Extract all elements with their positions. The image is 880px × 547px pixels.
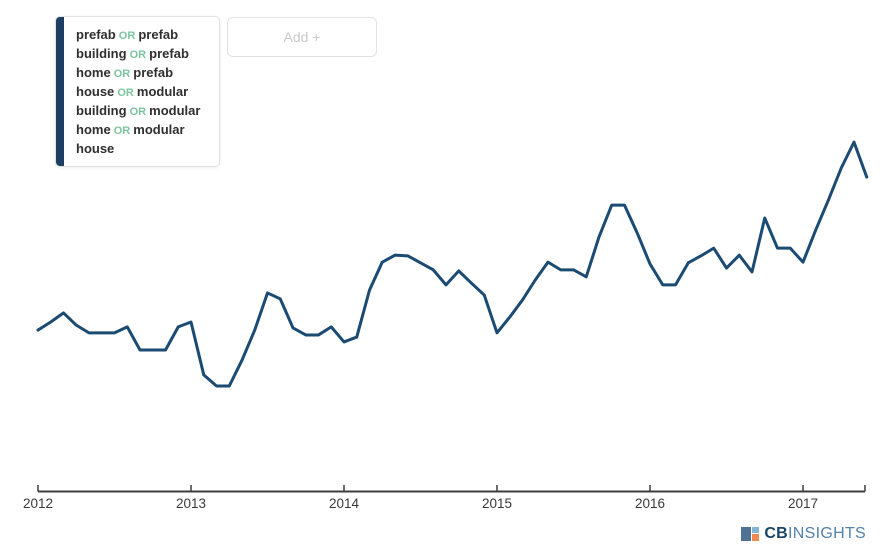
axis-year-label: 2016 bbox=[635, 496, 665, 511]
axis-year-label: 2012 bbox=[23, 496, 53, 511]
add-series-button[interactable]: Add + bbox=[227, 17, 377, 57]
legend-query-text: prefab OR prefab building OR prefab home… bbox=[76, 27, 201, 156]
axis-year-label: 2015 bbox=[482, 496, 512, 511]
search-terms-legend[interactable]: prefab OR prefab building OR prefab home… bbox=[55, 16, 220, 167]
axis-year-label: 2017 bbox=[788, 496, 818, 511]
cbinsights-logo-icon bbox=[741, 525, 760, 543]
axis-year-label: 2014 bbox=[329, 496, 360, 511]
axis-year-label: 2013 bbox=[176, 496, 206, 511]
trend-line bbox=[36, 140, 869, 388]
legend-color-bar bbox=[56, 17, 64, 166]
logo-insights-label: INSIGHTS bbox=[788, 525, 866, 542]
cbinsights-logo[interactable]: CBINSIGHTS bbox=[741, 525, 866, 543]
cbinsights-logo-text: CBINSIGHTS bbox=[764, 525, 866, 543]
logo-cb-label: CB bbox=[764, 525, 789, 542]
